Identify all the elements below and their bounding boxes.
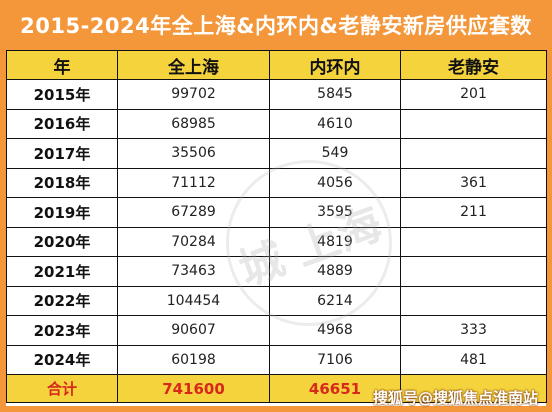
cell-year: 2015年 [6, 79, 118, 110]
table-row: 2021年 73463 4889 [6, 256, 547, 287]
table-row: 2018年 71112 4056 361 [6, 167, 547, 198]
cell-old-jingan [400, 256, 547, 287]
total-all-shanghai: 741600 [117, 374, 270, 403]
cell-all-shanghai: 71112 [117, 167, 270, 198]
cell-all-shanghai: 104454 [117, 285, 270, 316]
cell-year: 2024年 [6, 344, 118, 375]
cell-all-shanghai: 73463 [117, 256, 270, 287]
cell-year: 2020年 [6, 226, 118, 257]
cell-old-jingan: 211 [400, 197, 547, 228]
cell-inner-ring: 5845 [269, 79, 401, 110]
cell-all-shanghai: 68985 [117, 108, 270, 139]
total-row: 合计 741600 46651 [6, 374, 547, 403]
cell-old-jingan [400, 138, 547, 169]
table-title: 2015-2024年全上海&内环内&老静安新房供应套数 [20, 14, 532, 38]
cell-year: 2018年 [6, 167, 118, 198]
cell-year: 2019年 [6, 197, 118, 228]
table-row: 2022年 104454 6214 [6, 285, 547, 316]
cell-all-shanghai: 70284 [117, 226, 270, 257]
table-row: 2023年 90607 4968 333 [6, 315, 547, 346]
cell-year: 2023年 [6, 315, 118, 346]
total-old-jingan [400, 374, 547, 403]
cell-all-shanghai: 60198 [117, 344, 270, 375]
supply-table: 年 全上海 内环内 老静安 2015年 99702 5845 201 2016年… [6, 50, 547, 403]
cell-old-jingan [400, 226, 547, 257]
cell-year: 2022年 [6, 285, 118, 316]
cell-old-jingan: 201 [400, 79, 547, 110]
cell-inner-ring: 4968 [269, 315, 401, 346]
total-inner-ring: 46651 [269, 374, 401, 403]
cell-old-jingan [400, 285, 547, 316]
cell-all-shanghai: 67289 [117, 197, 270, 228]
header-year: 年 [6, 50, 118, 80]
cell-all-shanghai: 90607 [117, 315, 270, 346]
table-row: 2024年 60198 7106 481 [6, 344, 547, 375]
table-row: 2020年 70284 4819 [6, 226, 547, 257]
cell-old-jingan: 361 [400, 167, 547, 198]
cell-inner-ring: 4610 [269, 108, 401, 139]
cell-old-jingan: 481 [400, 344, 547, 375]
table-row: 2017年 35506 549 [6, 138, 547, 169]
header-old-jingan: 老静安 [400, 50, 547, 80]
total-label: 合计 [6, 374, 118, 403]
cell-inner-ring: 4056 [269, 167, 401, 198]
cell-year: 2021年 [6, 256, 118, 287]
cell-year: 2017年 [6, 138, 118, 169]
supply-table-container: 年 全上海 内环内 老静安 2015年 99702 5845 201 2016年… [6, 50, 547, 406]
cell-inner-ring: 4819 [269, 226, 401, 257]
cell-old-jingan [400, 108, 547, 139]
cell-inner-ring: 6214 [269, 285, 401, 316]
cell-all-shanghai: 35506 [117, 138, 270, 169]
cell-year: 2016年 [6, 108, 118, 139]
cell-inner-ring: 4889 [269, 256, 401, 287]
cell-old-jingan: 333 [400, 315, 547, 346]
table-row: 2015年 99702 5845 201 [6, 79, 547, 110]
header-all-shanghai: 全上海 [117, 50, 270, 80]
header-inner-ring: 内环内 [269, 50, 401, 80]
cell-all-shanghai: 99702 [117, 79, 270, 110]
cell-inner-ring: 549 [269, 138, 401, 169]
footer-brand-watermark: 搜狐号@搜狐焦点淮南站 [372, 389, 538, 407]
header-row: 年 全上海 内环内 老静安 [6, 50, 547, 80]
cell-inner-ring: 7106 [269, 344, 401, 375]
table-row: 2016年 68985 4610 [6, 108, 547, 139]
cell-inner-ring: 3595 [269, 197, 401, 228]
table-row: 2019年 67289 3595 211 [6, 197, 547, 228]
